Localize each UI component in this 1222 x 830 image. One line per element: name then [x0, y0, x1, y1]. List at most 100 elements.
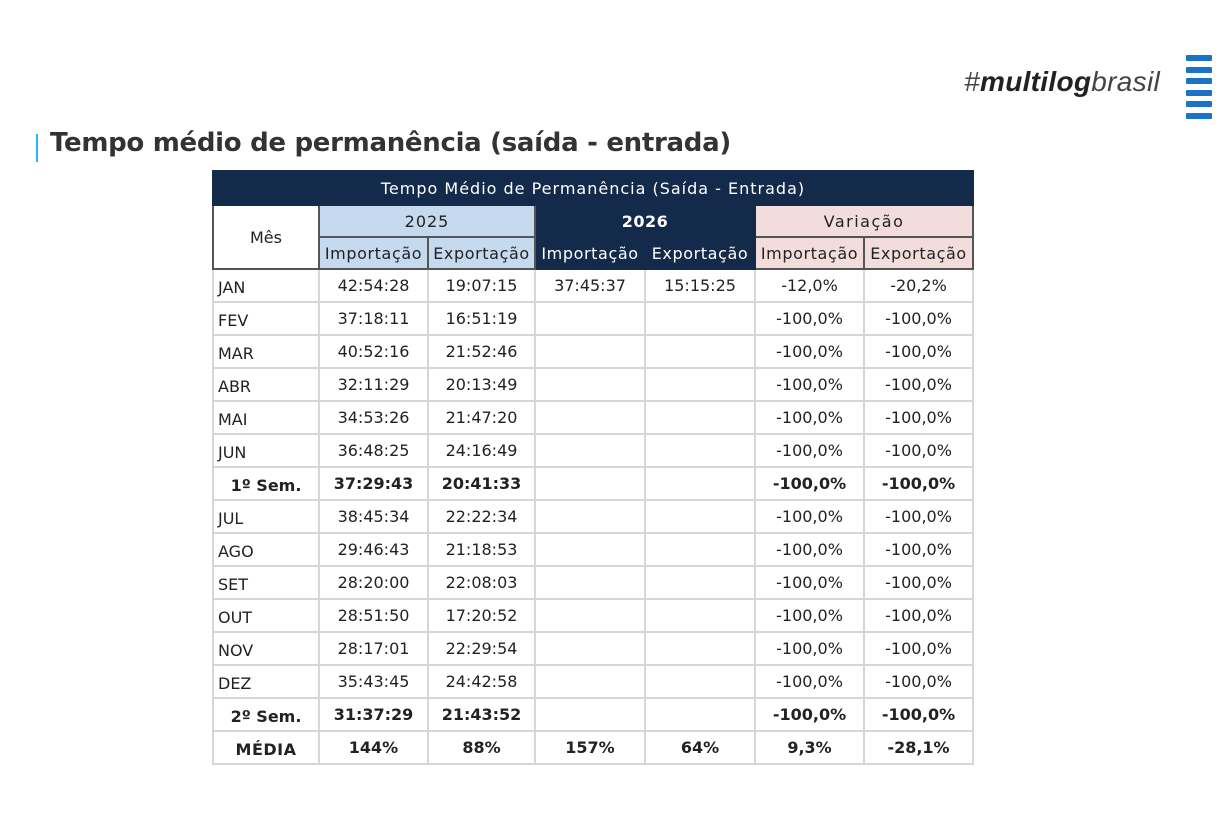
variacao-exportacao-cell: -100,0% [862, 532, 975, 567]
variacao-importacao-cell: -100,0% [754, 565, 865, 600]
variacao-exportacao-cell: -100,0% [862, 664, 975, 699]
exportacao-2025-cell: 22:08:03 [427, 565, 536, 600]
month-cell: 2º Sem. [212, 697, 320, 732]
brand-bold: multilog [980, 66, 1092, 97]
sub-header-importacao-2026: Importação [534, 236, 646, 270]
exportacao-2026-cell [644, 565, 756, 600]
variacao-importacao-cell: -100,0% [754, 532, 865, 567]
variacao-exportacao-cell: -28,1% [862, 730, 975, 765]
importacao-2025-cell: 28:17:01 [318, 631, 429, 666]
variacao-exportacao-cell: -20,2% [862, 268, 975, 303]
importacao-2026-cell [534, 697, 646, 732]
exportacao-2025-cell: 17:20:52 [427, 598, 536, 633]
importacao-2026-cell [534, 466, 646, 501]
importacao-2025-cell: 36:48:25 [318, 433, 429, 468]
variacao-importacao-cell: 9,3% [754, 730, 865, 765]
exportacao-2025-cell: 20:41:33 [427, 466, 536, 501]
month-cell: OUT [212, 598, 320, 633]
variacao-exportacao-cell: -100,0% [862, 400, 975, 435]
importacao-2025-cell: 28:20:00 [318, 565, 429, 600]
variacao-importacao-cell: -12,0% [754, 268, 865, 303]
exportacao-2026-cell [644, 532, 756, 567]
variacao-importacao-cell: -100,0% [754, 367, 865, 402]
importacao-2026-cell: 37:45:37 [534, 268, 646, 303]
importacao-2026-cell [534, 664, 646, 699]
importacao-2025-cell: 31:37:29 [318, 697, 429, 732]
month-cell: JAN [212, 268, 320, 303]
table-row: 2º Sem. 31:37:29 21:43:52 -100,0% -100,0% [212, 697, 975, 732]
exportacao-2025-cell: 22:22:34 [427, 499, 536, 534]
brand-bars-icon [1186, 55, 1212, 119]
variacao-importacao-cell: -100,0% [754, 664, 865, 699]
variacao-header: Variação [753, 204, 975, 238]
variacao-importacao-cell: -100,0% [754, 499, 865, 534]
month-cell: DEZ [212, 664, 320, 699]
exportacao-2025-cell: 24:42:58 [427, 664, 536, 699]
variacao-exportacao-cell: -100,0% [862, 301, 975, 336]
variacao-importacao-cell: -100,0% [754, 433, 865, 468]
variacao-exportacao-cell: -100,0% [862, 565, 975, 600]
variacao-exportacao-cell: -100,0% [862, 631, 975, 666]
importacao-2025-cell: 34:53:26 [318, 400, 429, 435]
sub-header-exportacao-2025: Exportação [427, 236, 536, 270]
month-cell: ABR [212, 367, 320, 402]
importacao-2026-cell [534, 499, 646, 534]
importacao-2025-cell: 35:43:45 [318, 664, 429, 699]
exportacao-2026-cell [644, 400, 756, 435]
table-row: JUN 36:48:25 24:16:49 -100,0% -100,0% [212, 433, 975, 468]
month-cell: 1º Sem. [212, 466, 320, 501]
importacao-2025-cell: 40:52:16 [318, 334, 429, 369]
month-cell: MAI [212, 400, 320, 435]
permanence-table: Tempo Médio de Permanência (Saída - Entr… [211, 170, 975, 765]
month-cell: SET [212, 565, 320, 600]
table-row: FEV 37:18:11 16:51:19 -100,0% -100,0% [212, 301, 975, 336]
sub-header-importacao-variacao: Importação [754, 236, 865, 270]
variacao-importacao-cell: -100,0% [754, 697, 865, 732]
month-cell: NOV [212, 631, 320, 666]
exportacao-2026-cell [644, 598, 756, 633]
exportacao-2025-cell: 20:13:49 [427, 367, 536, 402]
table-row: SET 28:20:00 22:08:03 -100,0% -100,0% [212, 565, 975, 600]
table-row: ABR 32:11:29 20:13:49 -100,0% -100,0% [212, 367, 975, 402]
importacao-2025-cell: 42:54:28 [318, 268, 429, 303]
month-cell: MÉDIA [212, 730, 320, 765]
year-2025-header: 2025 [318, 204, 536, 238]
importacao-2025-cell: 37:29:43 [318, 466, 429, 501]
variacao-exportacao-cell: -100,0% [862, 697, 975, 732]
exportacao-2025-cell: 21:47:20 [427, 400, 536, 435]
variacao-importacao-cell: -100,0% [754, 598, 865, 633]
exportacao-2026-cell: 15:15:25 [644, 268, 756, 303]
importacao-2026-cell [534, 400, 646, 435]
variacao-importacao-cell: -100,0% [754, 301, 865, 336]
importacao-2026-cell: 157% [534, 730, 646, 765]
variacao-importacao-cell: -100,0% [754, 631, 865, 666]
exportacao-2026-cell [644, 433, 756, 468]
variacao-exportacao-cell: -100,0% [862, 598, 975, 633]
month-cell: AGO [212, 532, 320, 567]
month-cell: FEV [212, 301, 320, 336]
variacao-exportacao-cell: -100,0% [862, 433, 975, 468]
variacao-exportacao-cell: -100,0% [862, 367, 975, 402]
exportacao-2025-cell: 21:52:46 [427, 334, 536, 369]
exportacao-2026-cell [644, 334, 756, 369]
table-row: DEZ 35:43:45 24:42:58 -100,0% -100,0% [212, 664, 975, 699]
month-column-header: Mês [212, 204, 320, 270]
importacao-2026-cell [534, 532, 646, 567]
table-body: JAN 42:54:28 19:07:15 37:45:37 15:15:25 -12,0… [212, 268, 975, 765]
brand-rest: brasil [1091, 66, 1160, 97]
importacao-2026-cell [534, 433, 646, 468]
exportacao-2025-cell: 19:07:15 [427, 268, 536, 303]
importacao-2025-cell: 32:11:29 [318, 367, 429, 402]
variacao-exportacao-cell: -100,0% [862, 466, 975, 501]
importacao-2026-cell [534, 565, 646, 600]
page-title: Tempo médio de permanência (saída - entr… [50, 128, 731, 158]
table-row: JAN 42:54:28 19:07:15 37:45:37 15:15:25 -12,0… [212, 268, 975, 303]
importacao-2025-cell: 144% [318, 730, 429, 765]
year-2026-header: 2026 [534, 204, 756, 238]
month-cell: MAR [212, 334, 320, 369]
table-row: AGO 29:46:43 21:18:53 -100,0% -100,0% [212, 532, 975, 567]
importacao-2025-cell: 28:51:50 [318, 598, 429, 633]
month-cell: JUN [212, 433, 320, 468]
importacao-2025-cell: 38:45:34 [318, 499, 429, 534]
table-row: OUT 28:51:50 17:20:52 -100,0% -100,0% [212, 598, 975, 633]
